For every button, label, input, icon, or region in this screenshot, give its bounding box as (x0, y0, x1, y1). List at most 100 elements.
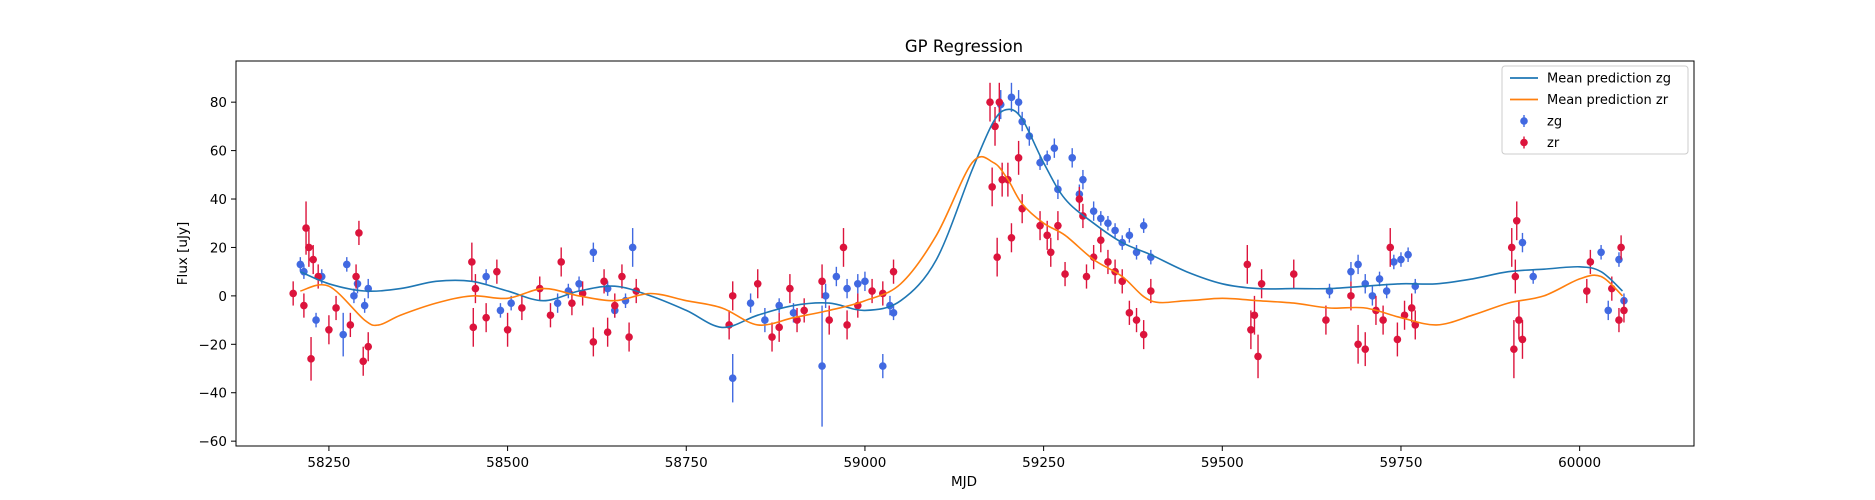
data-point (832, 272, 841, 281)
data-point (1510, 345, 1518, 353)
x-axis-ticks: 58250 58500 58750 59000 59250 59500 59750 60000 (307, 446, 1601, 471)
data-point (1515, 316, 1523, 324)
legend-label: zg (1547, 115, 1562, 130)
x-tick-label: 58750 (665, 455, 708, 471)
data-point (1243, 260, 1252, 269)
data-point (1368, 292, 1377, 300)
data-point (1390, 258, 1398, 266)
data-point (325, 325, 333, 334)
y-tick-label: 60 (210, 144, 227, 160)
data-point (1354, 340, 1362, 349)
data-point (1254, 352, 1262, 361)
data-point (503, 325, 512, 334)
y-tick-label: 40 (210, 192, 227, 208)
data-point (1608, 284, 1616, 293)
data-point (628, 243, 637, 252)
y-tick-label: −60 (199, 434, 228, 450)
data-point (818, 362, 826, 370)
data-point (553, 299, 562, 307)
data-point (1132, 316, 1141, 324)
data-point (1104, 258, 1112, 266)
data-point (482, 272, 490, 281)
y-tick-label: 20 (210, 240, 227, 256)
data-point (589, 338, 598, 346)
chart-title: GP Regression (905, 37, 1023, 56)
data-point (352, 272, 360, 281)
data-point (986, 98, 994, 106)
x-tick-label: 59250 (1022, 455, 1065, 471)
data-point (305, 243, 313, 252)
data-point (728, 374, 737, 383)
data-point (1511, 272, 1520, 281)
data-point (868, 287, 876, 295)
data-point (1512, 217, 1521, 225)
data-point (995, 98, 1004, 106)
data-point (300, 301, 308, 310)
data-point (578, 289, 587, 298)
data-point (507, 299, 515, 307)
data-point (1096, 214, 1105, 223)
data-point (1125, 309, 1134, 317)
x-tick-label: 58250 (307, 455, 350, 471)
plot-area (236, 61, 1694, 446)
data-point (471, 284, 480, 293)
data-point (753, 279, 762, 288)
data-point (1118, 277, 1127, 286)
data-point (821, 292, 830, 300)
data-point (353, 279, 362, 288)
y-tick-label: −20 (199, 337, 228, 353)
data-point (818, 277, 826, 286)
data-point (625, 333, 633, 341)
data-point (1096, 236, 1105, 244)
data-point (746, 299, 755, 307)
data-point (546, 311, 555, 320)
x-tick-label: 58500 (486, 455, 529, 471)
data-point (568, 299, 576, 307)
data-point (360, 301, 369, 310)
data-point (1615, 316, 1623, 324)
data-point (1147, 287, 1155, 295)
data-point (346, 321, 355, 329)
data-point (1604, 306, 1613, 315)
data-point (1014, 98, 1023, 106)
data-point (1250, 311, 1259, 320)
data-point (1043, 154, 1051, 162)
data-point (557, 258, 565, 266)
data-point (1375, 275, 1384, 283)
legend: Mean prediction zg Mean prediction zr zg zr (1501, 65, 1689, 155)
y-axis-label: Flux [uJy] (175, 222, 191, 285)
data-point (993, 253, 1001, 261)
data-point (589, 248, 598, 257)
y-axis-ticks: −60 −40 −20 0 20 40 60 80 (199, 95, 236, 450)
data-point (482, 313, 490, 322)
data-point (1382, 287, 1391, 295)
data-point (600, 277, 608, 286)
data-point (988, 183, 996, 191)
data-point (1089, 207, 1098, 215)
data-point (1139, 330, 1148, 339)
data-point (991, 122, 999, 131)
data-point (1407, 304, 1416, 312)
data-point (496, 306, 505, 315)
data-point (879, 362, 887, 370)
data-point (1411, 321, 1420, 329)
data-point (350, 292, 358, 300)
data-point (493, 267, 501, 276)
data-point (839, 243, 848, 252)
data-point (1617, 243, 1625, 252)
legend-label: zr (1547, 136, 1560, 151)
data-point (1507, 243, 1516, 252)
y-tick-label: 80 (210, 95, 227, 111)
data-point (610, 301, 619, 310)
data-point (1347, 292, 1355, 300)
data-point (1529, 272, 1537, 281)
series-line-mean-prediction-zr (300, 155, 1624, 327)
data-point (728, 292, 737, 300)
data-point (359, 357, 368, 366)
x-tick-label: 60000 (1558, 455, 1601, 471)
data-point (518, 304, 526, 312)
data-point (603, 328, 612, 336)
legend-marker-swatch (1520, 117, 1528, 125)
data-point (1139, 221, 1148, 230)
data-point (768, 333, 776, 341)
